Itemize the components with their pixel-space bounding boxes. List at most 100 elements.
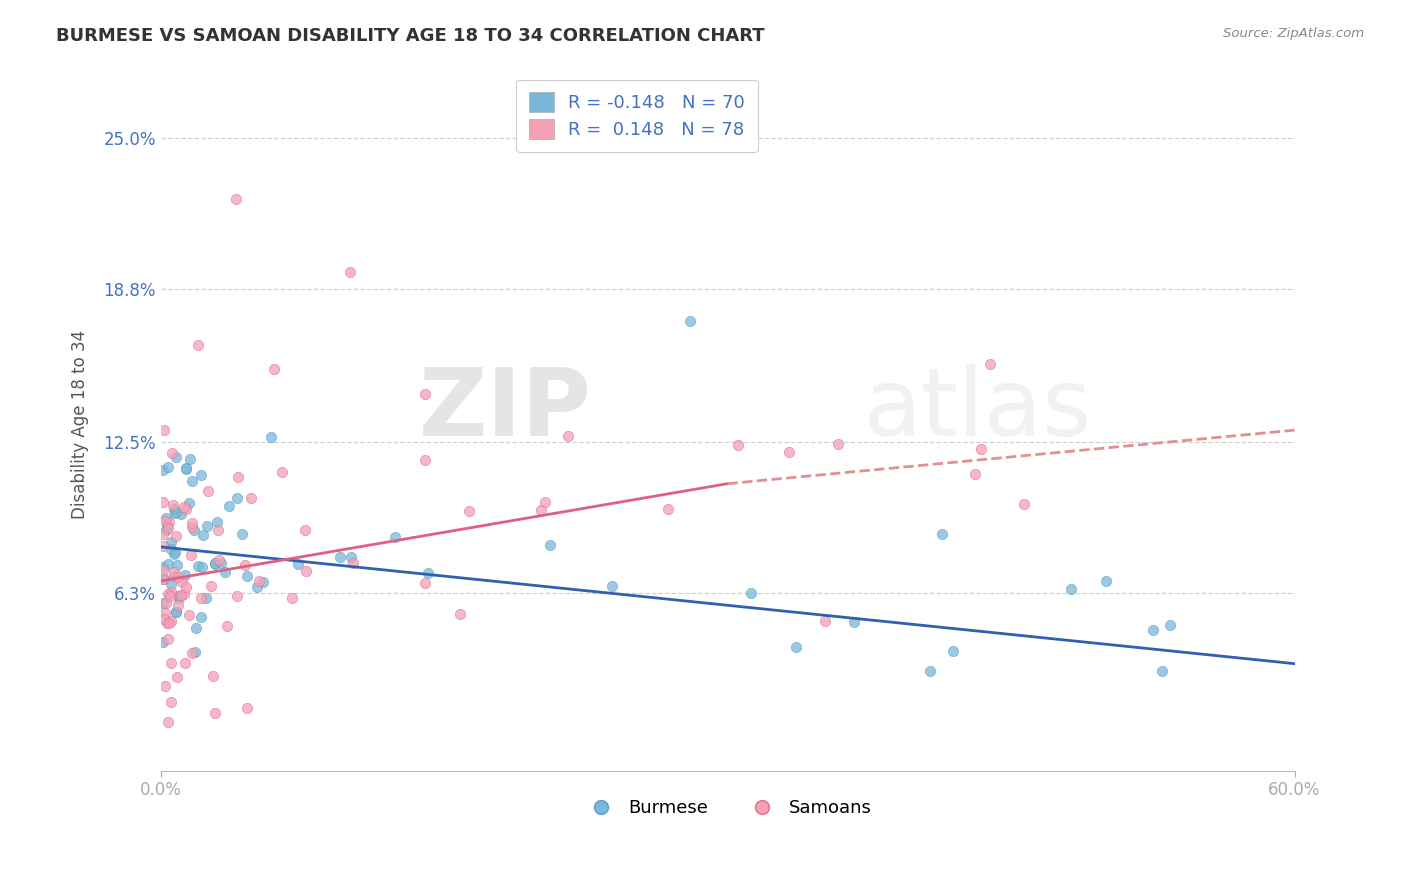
Point bbox=[165, 606, 187, 620]
Point bbox=[153, 612, 176, 626]
Point bbox=[163, 569, 186, 583]
Point bbox=[174, 460, 197, 475]
Point bbox=[163, 506, 186, 520]
Point bbox=[155, 596, 177, 610]
Point bbox=[156, 714, 179, 729]
Point bbox=[173, 587, 195, 601]
Point bbox=[152, 563, 174, 577]
Point bbox=[339, 265, 361, 279]
Point bbox=[176, 462, 198, 476]
Point bbox=[413, 453, 436, 467]
Point bbox=[979, 357, 1001, 371]
Point bbox=[159, 585, 181, 599]
Point bbox=[153, 572, 176, 586]
Point bbox=[263, 362, 285, 376]
Point bbox=[177, 608, 200, 623]
Point bbox=[167, 570, 190, 584]
Point bbox=[191, 528, 214, 542]
Text: Source: ZipAtlas.com: Source: ZipAtlas.com bbox=[1223, 27, 1364, 40]
Point bbox=[226, 469, 249, 483]
Point bbox=[207, 523, 229, 537]
Point bbox=[184, 621, 207, 635]
Point bbox=[246, 580, 269, 594]
Point bbox=[1094, 574, 1116, 588]
Point bbox=[970, 442, 993, 457]
Point bbox=[165, 528, 187, 542]
Point bbox=[231, 527, 253, 541]
Point bbox=[162, 498, 184, 512]
Point bbox=[160, 541, 183, 556]
Point bbox=[1159, 617, 1181, 632]
Point bbox=[152, 494, 174, 508]
Text: ZIP: ZIP bbox=[419, 364, 592, 456]
Point bbox=[240, 491, 263, 505]
Point bbox=[167, 590, 190, 604]
Point bbox=[177, 496, 200, 510]
Point bbox=[191, 559, 214, 574]
Point bbox=[163, 547, 186, 561]
Point bbox=[157, 615, 180, 630]
Point bbox=[236, 569, 259, 583]
Point bbox=[534, 495, 557, 509]
Point bbox=[1060, 582, 1083, 596]
Point bbox=[173, 657, 195, 671]
Point bbox=[814, 615, 837, 629]
Point bbox=[280, 591, 302, 605]
Point bbox=[179, 452, 201, 467]
Point bbox=[679, 314, 702, 328]
Point bbox=[252, 574, 274, 589]
Point bbox=[1142, 623, 1164, 637]
Point bbox=[160, 535, 183, 549]
Point bbox=[416, 566, 439, 581]
Point bbox=[170, 507, 193, 521]
Point bbox=[152, 463, 174, 477]
Point bbox=[215, 619, 238, 633]
Point bbox=[963, 467, 986, 481]
Point bbox=[156, 632, 179, 646]
Point bbox=[165, 545, 187, 559]
Point bbox=[157, 516, 180, 530]
Point bbox=[170, 588, 193, 602]
Point bbox=[163, 502, 186, 516]
Point bbox=[204, 556, 226, 570]
Point bbox=[205, 516, 228, 530]
Point bbox=[152, 539, 174, 553]
Point bbox=[156, 557, 179, 571]
Point bbox=[180, 516, 202, 530]
Point bbox=[842, 615, 865, 630]
Point bbox=[156, 587, 179, 601]
Point bbox=[287, 557, 309, 571]
Point bbox=[342, 556, 364, 570]
Point bbox=[160, 656, 183, 670]
Point bbox=[155, 511, 177, 525]
Point bbox=[329, 549, 352, 564]
Point bbox=[186, 558, 208, 573]
Point bbox=[181, 474, 204, 488]
Point bbox=[295, 565, 318, 579]
Point bbox=[458, 504, 481, 518]
Point bbox=[180, 548, 202, 562]
Point bbox=[195, 518, 218, 533]
Point bbox=[214, 565, 236, 579]
Point bbox=[167, 591, 190, 606]
Point bbox=[197, 484, 219, 499]
Point bbox=[200, 579, 222, 593]
Point bbox=[340, 549, 363, 564]
Point bbox=[190, 610, 212, 624]
Point bbox=[740, 585, 762, 599]
Point bbox=[785, 640, 807, 654]
Text: BURMESE VS SAMOAN DISABILITY AGE 18 TO 34 CORRELATION CHART: BURMESE VS SAMOAN DISABILITY AGE 18 TO 3… bbox=[56, 27, 765, 45]
Point bbox=[153, 514, 176, 528]
Point bbox=[271, 465, 294, 479]
Point bbox=[218, 499, 240, 513]
Text: atlas: atlas bbox=[863, 364, 1092, 456]
Point bbox=[153, 679, 176, 693]
Point bbox=[166, 558, 188, 572]
Point bbox=[156, 616, 179, 631]
Point bbox=[167, 598, 190, 612]
Point bbox=[152, 635, 174, 649]
Point bbox=[157, 520, 180, 534]
Point bbox=[160, 445, 183, 459]
Point bbox=[190, 591, 212, 605]
Point bbox=[152, 572, 174, 586]
